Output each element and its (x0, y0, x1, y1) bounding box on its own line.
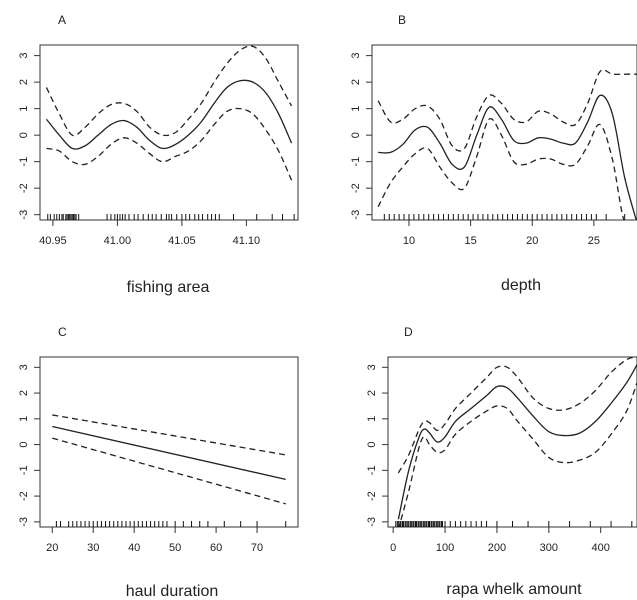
panel-d-ytick-label: -1 (366, 465, 378, 475)
panel-d-ytick-label: 2 (366, 390, 378, 396)
panel-a-upper-line (45, 45, 293, 137)
panel-b-ytick-label: -2 (350, 183, 362, 193)
panel-b-ytick-label: 0 (350, 132, 362, 138)
panel-a-ytick-label: 2 (18, 79, 30, 85)
panel-b-xtick-label: 15 (464, 235, 476, 247)
panel-b-ytick-label: 2 (350, 79, 362, 85)
panel-a-label: A (58, 13, 66, 27)
panel-d-ytick-label: 3 (366, 364, 378, 370)
panel-c-ytick-label: 1 (18, 416, 30, 422)
panel-d: D -3 -2 -1 0 1 2 3 0 100 200 300 400 rapa whelk amo… (366, 325, 637, 598)
panel-d-estimate-line (397, 364, 637, 520)
panel-a-xtick-label: 41.10 (233, 235, 261, 247)
panel-a-ytick-label: -1 (18, 157, 30, 167)
panel-a-plot: -3 -2 -1 0 1 2 3 40.95 41.00 41.05 41.10 (18, 44, 299, 247)
panel-b-ytick-label: 3 (350, 53, 362, 59)
panel-c-xlabel: haul duration (126, 583, 219, 600)
panel-d-plot: -3 -2 -1 0 1 2 3 0 100 200 300 400 (366, 356, 637, 554)
panel-a-ytick-label: -2 (18, 183, 30, 193)
panel-b-ytick-label: -3 (350, 210, 362, 220)
panel-a-ytick-label: 3 (18, 53, 30, 59)
panel-c-label: C (58, 325, 67, 339)
panel-c-ytick-label: 3 (18, 364, 30, 370)
panel-b-label: B (398, 13, 406, 27)
panel-a: A -3 -2 -1 0 1 2 3 40.95 41.00 41.05 41.10 fishing… (18, 13, 299, 296)
panel-b-upper-line (377, 69, 637, 152)
panel-d-ytick-label: 0 (366, 442, 378, 448)
panel-d-lower-line (398, 382, 637, 527)
panel-c-xtick-label: 30 (87, 542, 99, 554)
panel-b-frame (371, 44, 637, 221)
panel-a-ytick-label: -3 (18, 210, 30, 220)
panel-b-ytick-label: -1 (350, 157, 362, 167)
panel-c-estimate-line (52, 425, 286, 480)
panel-d-xlabel: rapa whelk amount (446, 581, 582, 598)
panel-c-lower-line (52, 437, 286, 505)
panel-d-ytick-label: 1 (366, 416, 378, 422)
panel-d-xtick-label: 400 (592, 542, 610, 554)
panel-c-plot: -3 -2 -1 0 1 2 3 20 30 40 50 60 70 (18, 356, 299, 554)
panel-a-xtick-label: 40.95 (39, 235, 67, 247)
panel-b-lower-line (377, 117, 625, 220)
panel-c-ytick-label: 0 (18, 442, 30, 448)
panel-c-xtick-label: 50 (169, 542, 181, 554)
panel-a-xtick-label: 41.05 (168, 235, 196, 247)
panel-c-xtick-label: 20 (46, 542, 58, 554)
panel-b-plot: -3 -2 -1 0 1 2 3 10 15 20 25 (350, 44, 637, 247)
panel-d-xtick-label: 0 (390, 542, 396, 554)
panel-b-xlabel: depth (501, 277, 541, 294)
panel-b-xtick-label: 25 (588, 235, 600, 247)
panel-c-xtick-label: 70 (251, 542, 263, 554)
panel-d-xtick-label: 300 (540, 542, 558, 554)
panel-b-xtick-label: 20 (526, 235, 538, 247)
panel-b-ytick-label: 1 (350, 106, 362, 112)
panel-d-frame (387, 356, 637, 528)
panel-d-xtick-label: 100 (436, 542, 454, 554)
panel-c-ytick-label: -2 (18, 491, 30, 501)
panel-a-ytick-label: 0 (18, 132, 30, 138)
panel-c: C -3 -2 -1 0 1 2 3 20 30 40 50 60 70 haul duration (18, 325, 299, 600)
panel-a-estimate-line (45, 79, 293, 150)
panel-a-xlabel: fishing area (127, 279, 210, 296)
panel-c-frame (39, 356, 299, 528)
panel-d-xtick-label: 200 (488, 542, 506, 554)
panel-c-xtick-label: 60 (210, 542, 222, 554)
panel-c-xtick-label: 40 (128, 542, 140, 554)
panel-a-xtick-label: 41.00 (104, 235, 132, 247)
panel-d-ytick-label: -3 (366, 517, 378, 527)
panel-d-upper-line (397, 357, 637, 474)
panel-d-label: D (404, 325, 413, 339)
panel-a-ytick-label: 1 (18, 106, 30, 112)
panel-b-estimate-line (378, 94, 637, 220)
panel-b-xtick-label: 10 (403, 235, 415, 247)
panel-b: B -3 -2 -1 0 1 2 3 10 15 20 25 depth (350, 13, 637, 294)
panel-a-lower-line (46, 107, 293, 181)
panel-c-ytick-label: -3 (18, 517, 30, 527)
panel-c-ytick-label: 2 (18, 390, 30, 396)
panel-c-ytick-label: -1 (18, 465, 30, 475)
panel-d-ytick-label: -2 (366, 491, 378, 501)
